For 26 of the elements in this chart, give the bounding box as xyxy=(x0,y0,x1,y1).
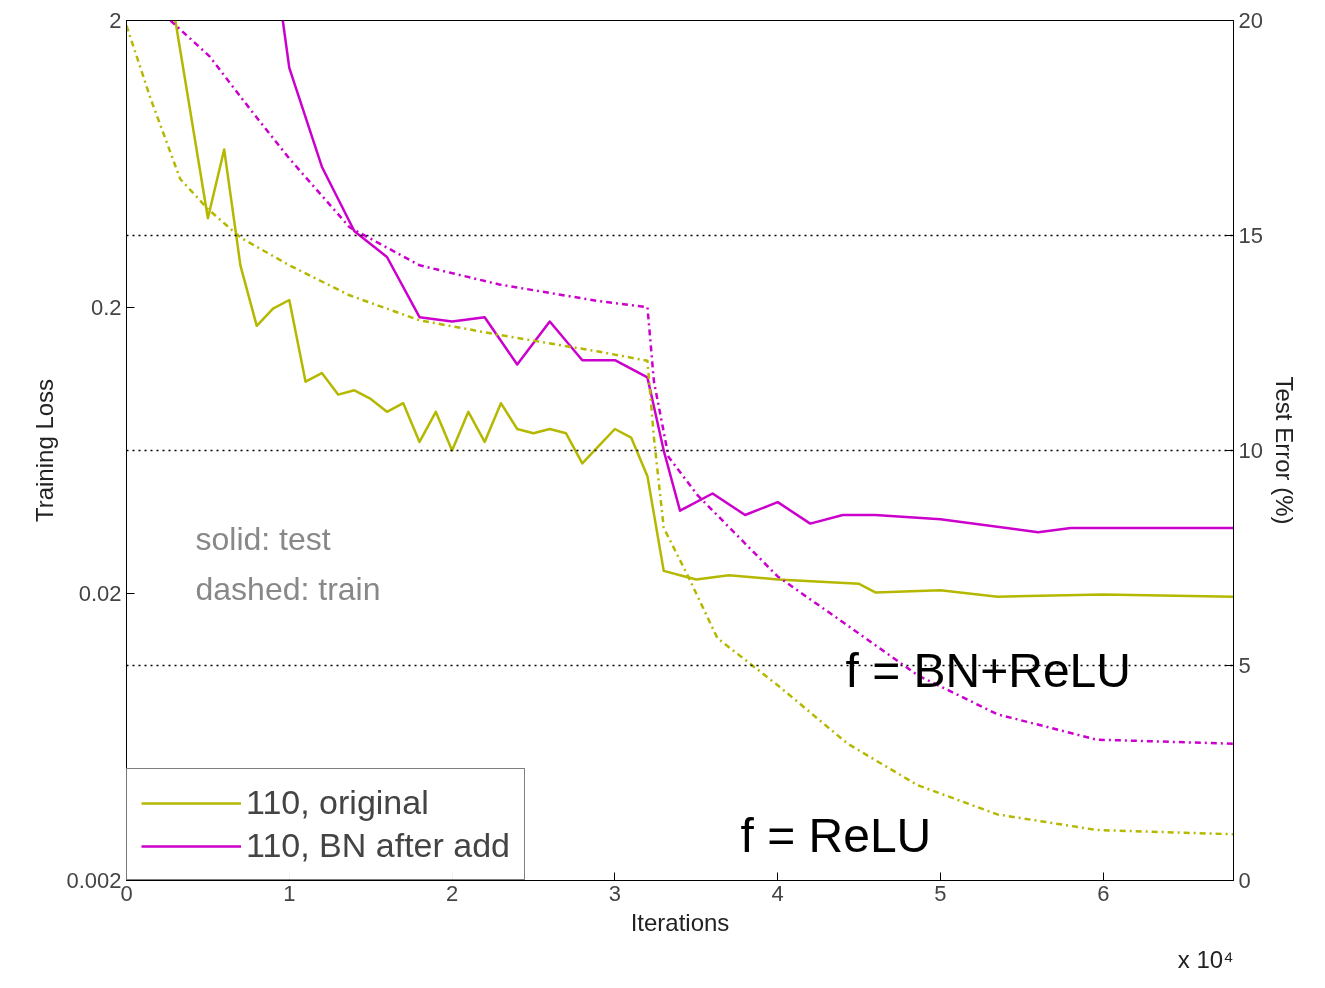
annotation: dashed: train xyxy=(195,570,381,607)
legend-label: 110, original xyxy=(246,783,429,822)
x-tick-label: 4 xyxy=(771,880,784,906)
y-axis-title: Training Loss xyxy=(31,378,59,523)
x-tick-label: 1 xyxy=(283,880,296,906)
y2-axis-title: Test Error (%) xyxy=(1270,376,1298,525)
x-tick-label: 2 xyxy=(445,880,459,906)
x-tick-label: 0 xyxy=(120,880,133,906)
y2-tick-label: 20 xyxy=(1238,8,1263,33)
y-tick-label: 0.2 xyxy=(90,294,122,320)
y-tick-label: 2 xyxy=(109,8,122,33)
annotation: solid: test xyxy=(195,520,331,557)
annotation: f = ReLU xyxy=(740,808,932,862)
line-series xyxy=(169,20,1234,745)
y2-tick-label: 10 xyxy=(1238,438,1263,463)
annotation: f = BN+ReLU xyxy=(845,643,1131,697)
y2-tick-label: 5 xyxy=(1238,653,1251,678)
x-tick-label: 3 xyxy=(608,880,622,906)
text: x 10⁴ xyxy=(1177,945,1234,973)
legend-label: 110, BN after add xyxy=(246,826,510,865)
x-axis-title: Iterations xyxy=(630,908,730,936)
y2-tick-label: 15 xyxy=(1238,223,1263,248)
x-tick-label: 5 xyxy=(934,880,947,906)
y-tick-label: 0.02 xyxy=(78,581,122,607)
y-tick-label: 0.002 xyxy=(66,868,122,893)
x-tick-label: 6 xyxy=(1097,880,1110,906)
